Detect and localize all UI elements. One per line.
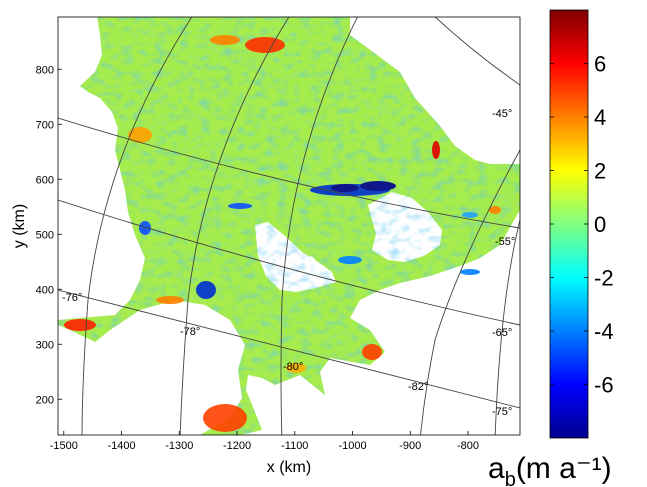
x-tick-label: -1400	[107, 440, 135, 452]
colorbar-tick-label: 6	[594, 52, 606, 77]
latitude-label: -75°	[492, 406, 512, 418]
longitude-line-78	[179, 17, 290, 435]
colorbar-tick-label: -6	[594, 373, 614, 398]
colorbar-tick-label: 4	[594, 105, 606, 130]
longitude-line-80	[280, 17, 359, 435]
plot-frame	[57, 16, 521, 436]
longitude-line-82	[420, 149, 520, 435]
y-tick-label: 300	[36, 339, 54, 351]
y-tick-label: 500	[36, 229, 54, 241]
x-tick-label: -1200	[223, 440, 251, 452]
latitude-line-65	[58, 199, 520, 326]
x-tick-label: -900	[399, 440, 421, 452]
y-axis-title: y (km)	[11, 204, 28, 248]
colorbar: 6 4 2 0 -2 -4 -6 ab(m a⁻¹)	[488, 9, 614, 487]
colorbar-tick-label: -4	[594, 319, 614, 344]
x-tick-label: -1500	[50, 440, 78, 452]
melt-rate-field	[58, 17, 520, 435]
longitude-label: -82°	[408, 381, 428, 393]
x-tick-label: -1300	[165, 440, 193, 452]
graticule-labels: -76° -78° -80° -82° -45° -55° -65° -75°	[62, 108, 515, 418]
colorbar-tick-label: 0	[594, 212, 606, 237]
x-tick-label: -800	[457, 440, 479, 452]
y-tick-label: 400	[36, 284, 54, 296]
colorbar-title-unit: (m a⁻¹)	[516, 452, 612, 485]
latitude-line-55	[58, 117, 520, 229]
colorbar-tick-label: 2	[594, 159, 606, 184]
colorbar-tick-label: -2	[594, 266, 614, 291]
y-axis: 200 300 400 500 600 700 800	[36, 64, 62, 406]
longitude-label: -76°	[62, 292, 82, 304]
longitude-label: -78°	[180, 326, 200, 338]
x-axis: -1500 -1400 -1300 -1200 -1100 -1000 -900 -800	[50, 431, 479, 452]
y-tick-label: 800	[36, 64, 54, 76]
colorbar-bar	[549, 9, 589, 439]
latitude-label: -55°	[495, 236, 515, 248]
y-tick-label: 700	[36, 119, 54, 131]
longitude-line-76	[81, 17, 193, 435]
melt-anomalies	[64, 35, 501, 432]
colorbar-title-main: a	[488, 452, 505, 485]
x-axis-title: x (km)	[267, 459, 311, 476]
x-tick-label: -1000	[338, 440, 366, 452]
longitude-line-extra	[494, 219, 520, 435]
colorbar-ticks: 6 4 2 0 -2 -4 -6	[550, 52, 614, 398]
latitude-label: -45°	[492, 108, 512, 120]
y-tick-label: 200	[36, 394, 54, 406]
colorbar-title-sub: b	[505, 469, 516, 487]
colorbar-title: ab(m a⁻¹)	[488, 452, 612, 487]
x-tick-label: -1100	[281, 440, 308, 452]
y-tick-label: 600	[36, 174, 54, 186]
latitude-line-45	[434, 17, 520, 86]
graticule	[58, 17, 520, 435]
longitude-label: -80°	[283, 361, 303, 373]
latitude-line-75	[58, 289, 520, 409]
latitude-label: -65°	[492, 327, 512, 339]
